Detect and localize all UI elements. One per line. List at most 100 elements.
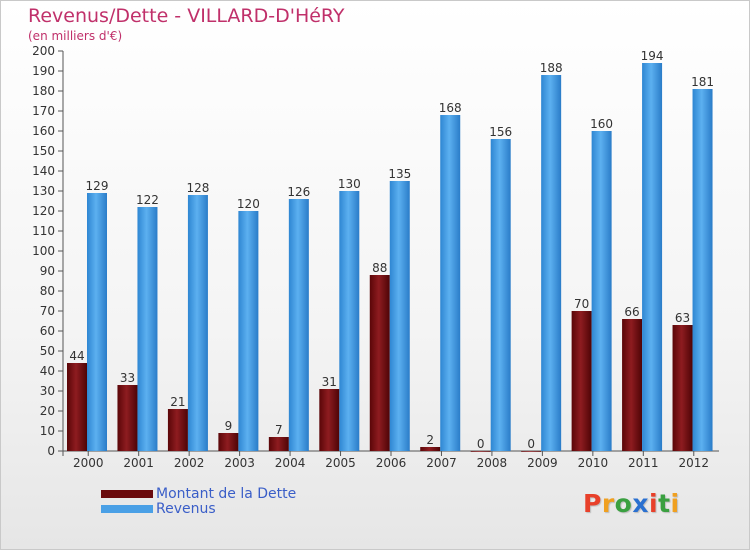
debt-data-label: 66 — [624, 305, 639, 319]
revenue-data-label: 128 — [186, 181, 209, 195]
revenue-data-label: 168 — [439, 101, 462, 115]
legend: Montant de la Dette Revenus — [101, 486, 361, 517]
debt-data-label: 44 — [69, 349, 84, 363]
revenue-bar — [692, 89, 713, 451]
chart-title: Revenus/Dette - VILLARD-D'HéRY — [28, 5, 345, 27]
debt-data-label: 7 — [275, 423, 283, 437]
logo-letter: x — [632, 489, 649, 518]
debt-bar — [319, 389, 340, 451]
debt-bar — [470, 451, 491, 452]
debt-bar — [167, 409, 188, 451]
revenue-bar — [642, 63, 663, 451]
debt-bar — [622, 319, 643, 451]
proxiti-logo: Proxiti — [583, 489, 680, 518]
y-tick-label: 0 — [47, 444, 55, 458]
revenue-data-label: 181 — [691, 75, 714, 89]
revenue-data-label: 194 — [641, 49, 664, 63]
revenue-bar — [288, 199, 309, 451]
revenue-data-label: 188 — [540, 61, 563, 75]
debt-data-label: 0 — [527, 437, 535, 451]
x-tick-label: 2001 — [123, 456, 154, 470]
y-tick-label: 60 — [40, 324, 55, 338]
revenue-data-label: 130 — [338, 177, 361, 191]
legend-item-revenue: Revenus — [101, 501, 361, 517]
revenue-bar — [187, 195, 208, 451]
debt-bar — [67, 363, 87, 451]
x-tick-label: 2009 — [527, 456, 558, 470]
x-tick-label: 2005 — [325, 456, 356, 470]
revenue-bar — [238, 211, 259, 451]
logo-letter: o — [614, 489, 633, 518]
revenue-bar — [440, 115, 461, 451]
y-tick-label: 160 — [32, 124, 55, 138]
legend-label-revenue: Revenus — [156, 501, 216, 517]
revenue-data-label: 160 — [590, 117, 613, 131]
x-tick-label: 2007 — [426, 456, 457, 470]
debt-data-label: 2 — [426, 433, 434, 447]
y-tick-label: 90 — [40, 264, 55, 278]
debt-data-label: 0 — [477, 437, 485, 451]
debt-bar — [268, 437, 289, 451]
logo-letter: t — [658, 489, 671, 518]
revenue-bar — [137, 207, 158, 451]
x-tick-label: 2002 — [174, 456, 205, 470]
revenue-bar — [490, 139, 511, 451]
revenue-bar — [389, 181, 410, 451]
x-tick-label: 2011 — [628, 456, 659, 470]
revenue-bar — [541, 75, 562, 451]
logo-letter: r — [601, 489, 615, 518]
y-tick-label: 10 — [40, 424, 55, 438]
y-tick-label: 130 — [32, 184, 55, 198]
chart-subtitle: (en milliers d'€) — [28, 29, 123, 43]
legend-item-debt: Montant de la Dette — [101, 486, 361, 502]
debt-data-label: 63 — [675, 311, 690, 325]
y-tick-label: 50 — [40, 344, 55, 358]
revenue-data-label: 129 — [86, 179, 109, 193]
debt-bar — [420, 447, 441, 451]
x-tick-label: 2008 — [477, 456, 508, 470]
legend-swatch-revenue — [101, 505, 153, 513]
debt-bar — [672, 325, 693, 451]
logo-letter: i — [670, 489, 680, 518]
y-tick-label: 170 — [32, 104, 55, 118]
y-tick-label: 140 — [32, 164, 55, 178]
y-tick-label: 190 — [32, 64, 55, 78]
debt-data-label: 9 — [225, 419, 233, 433]
y-tick-label: 180 — [32, 84, 55, 98]
y-tick-label: 20 — [40, 404, 55, 418]
revenue-bar — [591, 131, 612, 451]
debt-bar — [571, 311, 592, 451]
logo-letter: P — [583, 489, 602, 518]
revenue-data-label: 126 — [287, 185, 310, 199]
revenue-bar — [87, 193, 107, 451]
x-tick-label: 2006 — [376, 456, 407, 470]
y-tick-label: 110 — [32, 224, 55, 238]
x-tick-label: 2004 — [275, 456, 306, 470]
revenue-data-label: 120 — [237, 197, 260, 211]
debt-data-label: 21 — [170, 395, 185, 409]
logo-letter: i — [649, 489, 659, 518]
legend-label-debt: Montant de la Dette — [156, 486, 297, 502]
x-tick-label: 2003 — [224, 456, 255, 470]
x-tick-label: 2012 — [678, 456, 709, 470]
revenue-data-label: 122 — [136, 193, 159, 207]
legend-swatch-debt — [101, 490, 153, 498]
y-tick-label: 80 — [40, 284, 55, 298]
revenue-bar — [339, 191, 360, 451]
y-tick-label: 30 — [40, 384, 55, 398]
debt-bar — [117, 385, 138, 451]
y-tick-label: 40 — [40, 364, 55, 378]
debt-data-label: 33 — [120, 371, 135, 385]
debt-bar — [369, 275, 390, 451]
debt-data-label: 88 — [372, 261, 387, 275]
debt-bar — [521, 451, 542, 452]
revenue-data-label: 156 — [489, 125, 512, 139]
y-tick-label: 70 — [40, 304, 55, 318]
y-tick-label: 120 — [32, 204, 55, 218]
y-tick-label: 100 — [32, 244, 55, 258]
x-tick-label: 2000 — [73, 456, 104, 470]
y-tick-label: 200 — [32, 44, 55, 58]
debt-bar — [218, 433, 239, 451]
